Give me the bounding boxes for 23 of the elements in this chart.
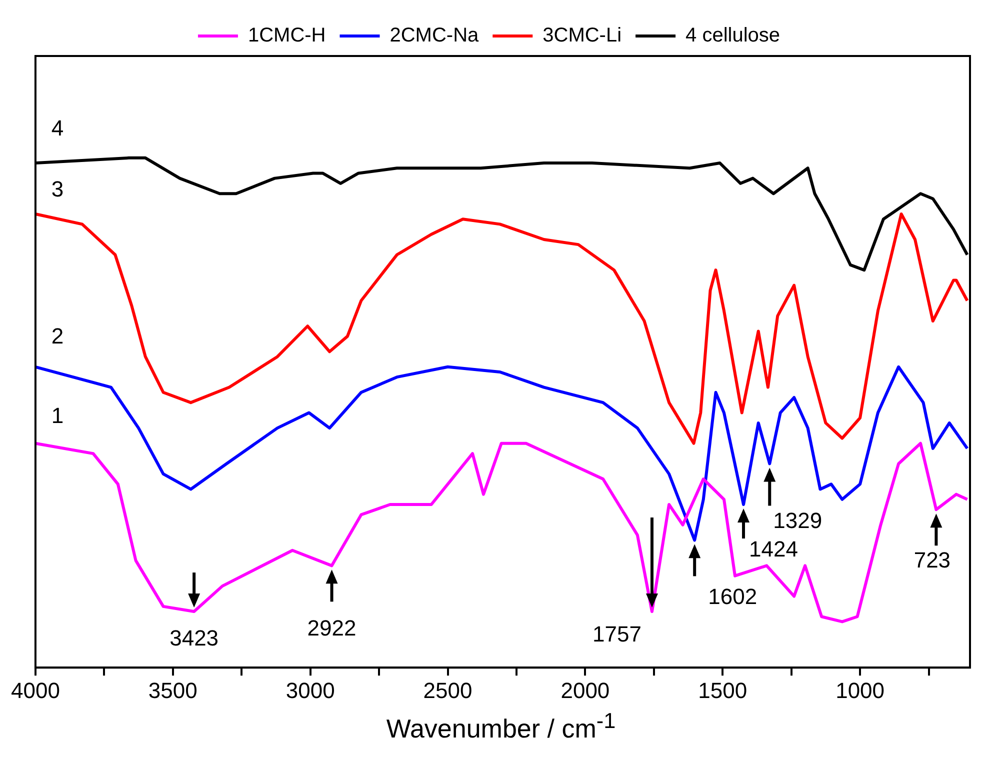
legend-label: 2CMC-Na xyxy=(390,24,480,47)
annotation: 2922 xyxy=(307,616,356,641)
text: 4 xyxy=(51,115,64,140)
x-tick-label: 4000 xyxy=(10,678,60,703)
annotation: 1424 xyxy=(749,536,798,562)
annotation: 1602 xyxy=(708,584,758,610)
annotation: 1 xyxy=(51,402,64,428)
annotation: 2 xyxy=(51,323,64,348)
legend-label: 1CMC-H xyxy=(248,24,326,47)
annotation: 3423 xyxy=(170,626,219,651)
x-tick-label: 3500 xyxy=(148,678,198,703)
x-tick-label: 3000 xyxy=(286,678,335,703)
legend-label: 4 cellulose xyxy=(686,24,780,47)
x-tick-label: 2000 xyxy=(560,678,610,703)
annotation: 723 xyxy=(914,548,951,573)
x-axis-title: Wavenumber / cm$^{-1}$ xyxy=(385,708,617,745)
legend-label: 3CMC-Li xyxy=(542,24,622,47)
x-tick-label: 1000 xyxy=(836,678,885,703)
x-tick-label: 1500 xyxy=(698,678,748,703)
annotation: 1329 xyxy=(773,508,822,533)
annotation: 3 xyxy=(51,176,64,202)
x-tick-label: 2500 xyxy=(423,678,472,703)
annotation: 1757 xyxy=(592,622,642,647)
